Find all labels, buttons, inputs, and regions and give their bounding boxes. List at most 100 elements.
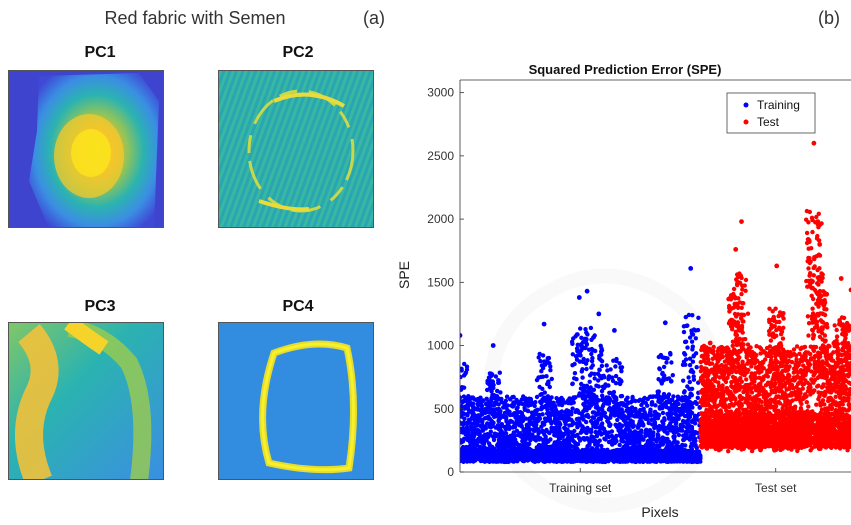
pc3-title: PC3 bbox=[84, 298, 116, 315]
data-point bbox=[650, 443, 655, 448]
data-point bbox=[574, 417, 580, 422]
data-point bbox=[575, 408, 580, 413]
data-point bbox=[741, 301, 746, 306]
data-point bbox=[565, 431, 571, 437]
data-point bbox=[678, 422, 683, 428]
data-point bbox=[689, 402, 694, 407]
data-point bbox=[570, 420, 576, 425]
data-point bbox=[478, 407, 483, 412]
data-point bbox=[550, 458, 556, 463]
data-point bbox=[682, 351, 687, 356]
data-point bbox=[577, 450, 583, 455]
data-point bbox=[740, 359, 745, 364]
data-point bbox=[547, 384, 552, 390]
data-point bbox=[500, 414, 506, 419]
data-point bbox=[534, 377, 540, 383]
data-point bbox=[654, 424, 659, 430]
panel-a-label: (a) bbox=[363, 8, 385, 28]
data-point bbox=[660, 378, 665, 383]
data-point bbox=[497, 408, 502, 413]
data-point bbox=[461, 385, 467, 390]
data-point bbox=[590, 363, 595, 368]
data-point bbox=[548, 368, 553, 373]
data-point bbox=[549, 427, 554, 432]
data-point bbox=[674, 427, 679, 432]
data-point bbox=[582, 394, 587, 399]
data-point bbox=[460, 404, 464, 409]
data-point bbox=[679, 398, 685, 403]
data-point bbox=[689, 455, 694, 460]
data-point bbox=[484, 435, 490, 441]
data-point bbox=[482, 432, 488, 437]
data-point bbox=[685, 345, 690, 350]
data-point bbox=[552, 432, 557, 438]
data-point bbox=[615, 450, 621, 455]
data-point bbox=[672, 418, 677, 423]
data-point bbox=[689, 441, 694, 446]
data-point bbox=[686, 312, 692, 318]
data-point bbox=[599, 348, 605, 353]
data-point bbox=[682, 449, 687, 455]
data-point bbox=[694, 401, 699, 406]
data-point bbox=[607, 396, 612, 401]
data-point bbox=[625, 436, 630, 442]
data-point bbox=[690, 332, 696, 337]
data-point bbox=[617, 429, 622, 434]
data-point bbox=[685, 421, 691, 426]
data-point bbox=[557, 420, 562, 425]
data-point bbox=[460, 395, 463, 400]
data-point bbox=[509, 419, 515, 424]
spe-chart: Squared Prediction Error (SPE) SPE Pixel… bbox=[396, 62, 851, 520]
data-point bbox=[694, 365, 699, 370]
data-point bbox=[731, 286, 737, 292]
data-point bbox=[541, 422, 547, 427]
data-point bbox=[491, 395, 496, 401]
data-point bbox=[574, 377, 579, 382]
data-point bbox=[529, 421, 534, 426]
data-point bbox=[592, 410, 597, 415]
peak-point bbox=[576, 295, 582, 300]
data-point bbox=[597, 438, 602, 443]
data-point bbox=[643, 443, 649, 448]
data-point bbox=[673, 412, 679, 417]
data-point bbox=[463, 370, 469, 375]
data-point bbox=[688, 369, 693, 374]
data-point bbox=[659, 425, 665, 430]
data-point bbox=[573, 354, 579, 359]
data-point bbox=[630, 439, 635, 444]
data-point bbox=[529, 410, 535, 415]
data-point bbox=[687, 395, 692, 400]
data-point bbox=[479, 457, 484, 462]
data-point bbox=[673, 448, 678, 453]
data-point bbox=[508, 445, 513, 450]
data-point bbox=[621, 402, 626, 408]
data-point bbox=[564, 408, 569, 413]
data-point bbox=[502, 410, 508, 416]
data-point bbox=[660, 410, 666, 416]
data-point bbox=[638, 416, 643, 421]
data-point bbox=[566, 400, 571, 406]
data-point bbox=[630, 396, 635, 401]
data-point bbox=[806, 404, 811, 409]
data-point bbox=[595, 406, 601, 411]
data-point bbox=[570, 406, 575, 411]
data-point bbox=[460, 452, 463, 457]
data-point bbox=[630, 424, 636, 430]
data-point bbox=[460, 374, 463, 380]
data-point bbox=[622, 414, 627, 419]
data-point bbox=[680, 395, 685, 400]
data-point bbox=[579, 344, 584, 349]
data-point bbox=[587, 441, 592, 446]
data-point bbox=[464, 426, 470, 431]
data-point bbox=[616, 425, 621, 431]
data-point bbox=[511, 402, 517, 407]
series-training bbox=[460, 266, 703, 465]
data-point bbox=[615, 417, 620, 423]
data-point bbox=[506, 411, 511, 416]
data-point bbox=[614, 358, 619, 364]
data-point bbox=[687, 379, 692, 385]
data-point bbox=[530, 416, 535, 421]
data-point bbox=[490, 379, 495, 384]
data-point bbox=[599, 388, 605, 394]
data-point bbox=[482, 452, 487, 457]
